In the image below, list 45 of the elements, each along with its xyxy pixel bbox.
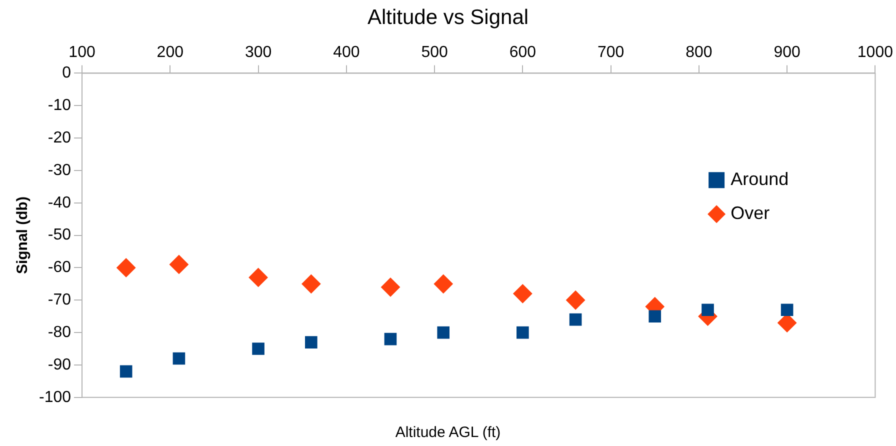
point [384,332,397,346]
x-axis-title: Altitude AGL (ft) [394,424,502,441]
y-tick-label: -90 [48,356,72,374]
point [380,278,400,297]
point [120,365,132,378]
point [434,274,453,294]
y-tick-label: -60 [48,259,72,276]
point [116,258,136,278]
x-tick-label: 700 [597,44,624,62]
point [516,326,529,339]
y-tick-label: -80 [48,324,72,341]
y-tick-label: -40 [48,194,72,212]
y-tick-label: -70 [48,292,72,309]
y-axis-title: Signal (db) [14,196,32,274]
y-tick-label: -30 [48,162,72,179]
point [169,254,188,274]
point [566,290,586,310]
x-tick-label: 1000 [857,44,894,62]
x-tick-label: 200 [156,44,184,62]
y-tick-label: -20 [48,129,72,146]
y-tick-label: 0 [62,64,72,82]
point [437,326,450,339]
x-tick-label: 400 [333,44,360,62]
y-tick-label: -50 [48,226,72,244]
x-tick-label: 600 [509,44,536,62]
x-tick-label: 500 [421,44,448,62]
point [248,268,268,287]
legend-label: Around [730,169,789,190]
point [172,352,186,365]
legend-label: Over [730,203,770,224]
y-tick-label: -10 [48,97,72,114]
x-tick-label: 100 [68,44,96,62]
point [702,304,714,316]
x-tick-label: 800 [686,44,712,62]
y-tick-label: -100 [38,388,72,406]
x-tick-label: 300 [244,44,272,62]
point [305,336,318,348]
point [569,313,582,326]
chart-title: Altitude vs Signal [366,6,530,30]
point [302,274,321,294]
x-tick-label: 900 [774,44,801,62]
point [252,342,264,355]
point [513,284,532,304]
point [648,310,662,323]
point [780,304,794,316]
